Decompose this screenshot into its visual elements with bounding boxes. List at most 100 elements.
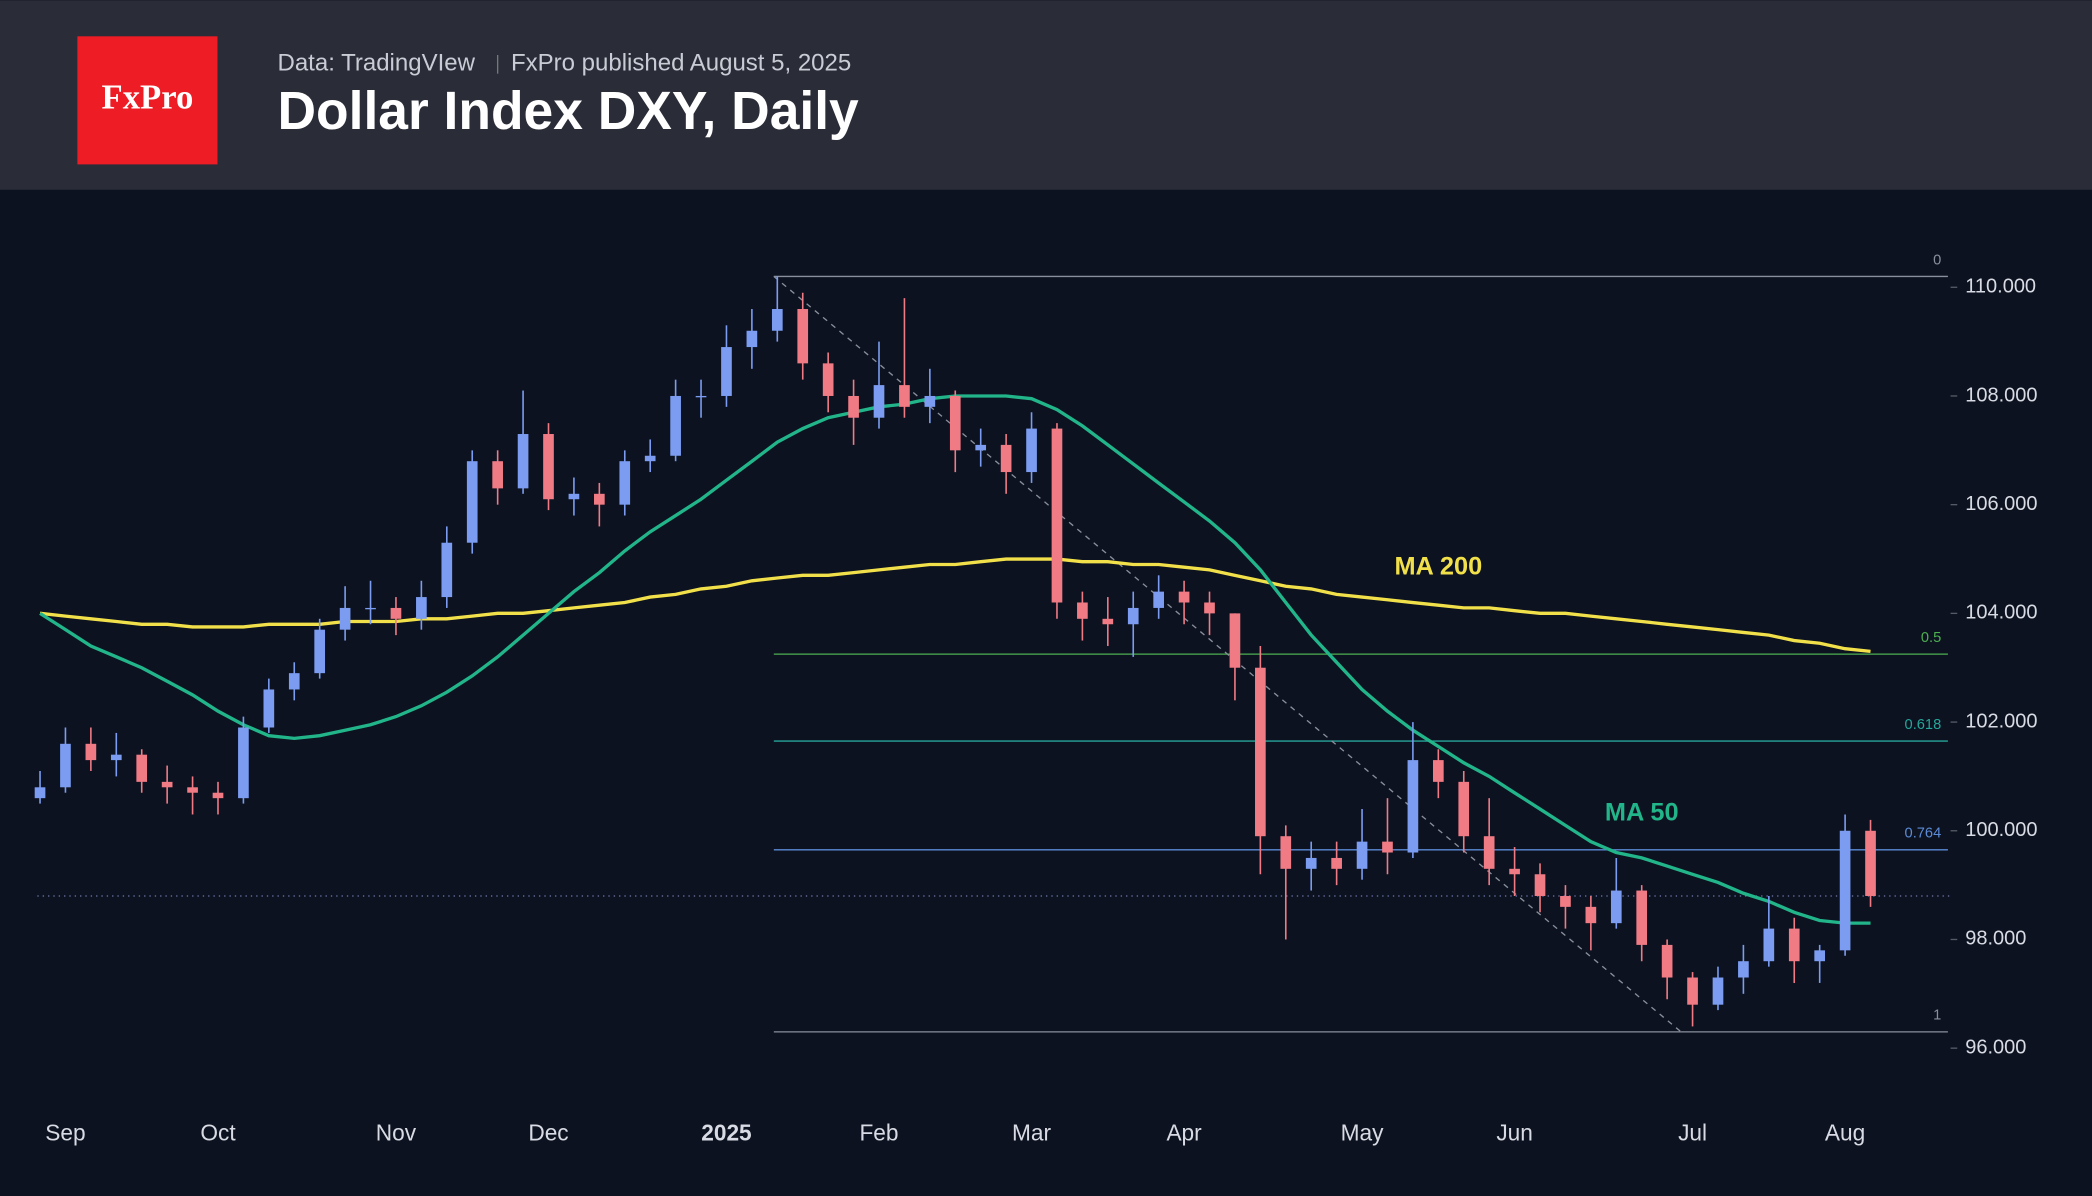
candle-body: [1255, 667, 1266, 837]
candle-body: [339, 607, 351, 630]
candle-body: [1382, 841, 1393, 853]
candle-body: [1153, 591, 1165, 608]
candle-body: [771, 309, 783, 331]
x-tick-label: Dec: [528, 1119, 568, 1145]
candle-body: [136, 754, 148, 782]
candle-body: [314, 629, 326, 674]
candle-body: [1305, 857, 1317, 869]
candle-body: [34, 787, 46, 799]
candle-body: [670, 395, 681, 456]
title: Dollar Index DXY, Daily: [278, 82, 860, 141]
candle-body: [568, 493, 580, 500]
candle-body: [797, 309, 809, 364]
candle-body: [110, 754, 122, 761]
candle-body: [899, 385, 910, 407]
fib-label: 0.5: [1921, 630, 1941, 646]
x-tick-label: Nov: [376, 1119, 417, 1145]
candle-body: [543, 434, 554, 500]
candle-body: [1763, 928, 1775, 962]
x-tick-label: Jun: [1496, 1119, 1533, 1145]
logo: FxPro: [102, 77, 194, 116]
fib-label: 0.764: [1905, 826, 1942, 842]
candle-body: [644, 455, 656, 462]
source: Data: TradingVIew: [278, 50, 476, 77]
x-tick-label: Sep: [45, 1119, 85, 1145]
y-tick-label: 104.000: [1965, 602, 2037, 624]
candle-body: [1077, 602, 1088, 619]
published: FxPro published August 5, 2025: [511, 50, 851, 77]
candle-body: [390, 607, 402, 619]
y-tick-label: 110.000: [1965, 276, 2036, 298]
x-tick-label: Feb: [859, 1119, 898, 1145]
candle-body: [1560, 895, 1571, 907]
candle-body: [161, 781, 173, 788]
y-tick-label: 108.000: [1965, 384, 2037, 406]
ma-label: MA 200: [1394, 553, 1482, 581]
candle-body: [1127, 607, 1139, 625]
candle-body: [873, 385, 885, 418]
candle-body: [1000, 444, 1012, 473]
candle-body: [924, 395, 936, 407]
fib-label: 1: [1933, 1008, 1941, 1024]
candle-body: [1814, 950, 1826, 962]
y-tick-label: 100.000: [1965, 819, 2037, 841]
ma-label: MA 50: [1605, 799, 1679, 827]
candle-body: [416, 597, 427, 619]
candle-body: [1229, 613, 1241, 668]
candle-body: [212, 792, 224, 799]
candle-body: [1636, 890, 1648, 945]
logo-box: [77, 36, 218, 165]
y-tick-label: 96.000: [1965, 1036, 2026, 1058]
candle-body: [466, 461, 478, 543]
candle-body: [187, 787, 198, 793]
candle-body: [1839, 830, 1851, 951]
y-tick-label: 106.000: [1965, 493, 2037, 515]
x-tick-label: Jul: [1678, 1119, 1707, 1145]
candle-body: [1204, 602, 1215, 614]
candle-body: [695, 395, 707, 398]
candle-body: [1458, 781, 1470, 837]
x-tick-label: Mar: [1012, 1119, 1051, 1145]
fib-label: 0.618: [1905, 717, 1942, 733]
candle-body: [60, 743, 71, 788]
candle-body: [1483, 836, 1495, 869]
candle-body: [1534, 874, 1546, 896]
candle-body: [1026, 428, 1037, 473]
y-tick-label: 102.000: [1965, 710, 2037, 732]
candle-body: [1356, 841, 1368, 869]
candle-body: [1509, 868, 1520, 875]
candle-body: [1610, 890, 1622, 924]
candle-body: [1738, 961, 1749, 978]
x-tick-label: 2025: [701, 1119, 751, 1145]
candle-body: [1585, 906, 1597, 924]
candle-body: [1432, 760, 1444, 782]
candle-body: [492, 461, 503, 489]
header-bar: [0, 0, 2092, 190]
candle-body: [1102, 618, 1114, 625]
candle-body: [1661, 944, 1673, 978]
candle-body: [85, 743, 97, 761]
candle-body: [1407, 760, 1419, 853]
candle-body: [746, 330, 758, 348]
candle-body: [238, 727, 249, 799]
candle-body: [619, 461, 631, 505]
candle-body: [263, 689, 275, 728]
candle-body: [1788, 928, 1800, 962]
candle-body: [822, 363, 834, 396]
candle-body: [721, 347, 732, 396]
x-tick-label: May: [1341, 1119, 1384, 1145]
fib-label: 0: [1933, 252, 1941, 268]
x-tick-label: Aug: [1825, 1119, 1865, 1145]
candle-body: [1712, 977, 1724, 1005]
x-tick-label: Oct: [200, 1119, 236, 1145]
candle-body: [848, 395, 859, 418]
candle-body: [365, 607, 376, 610]
candle-body: [441, 542, 453, 598]
candle-body: [949, 395, 961, 451]
candle-body: [1178, 591, 1190, 603]
candle-body: [975, 444, 987, 451]
candle-body: [1331, 857, 1342, 869]
